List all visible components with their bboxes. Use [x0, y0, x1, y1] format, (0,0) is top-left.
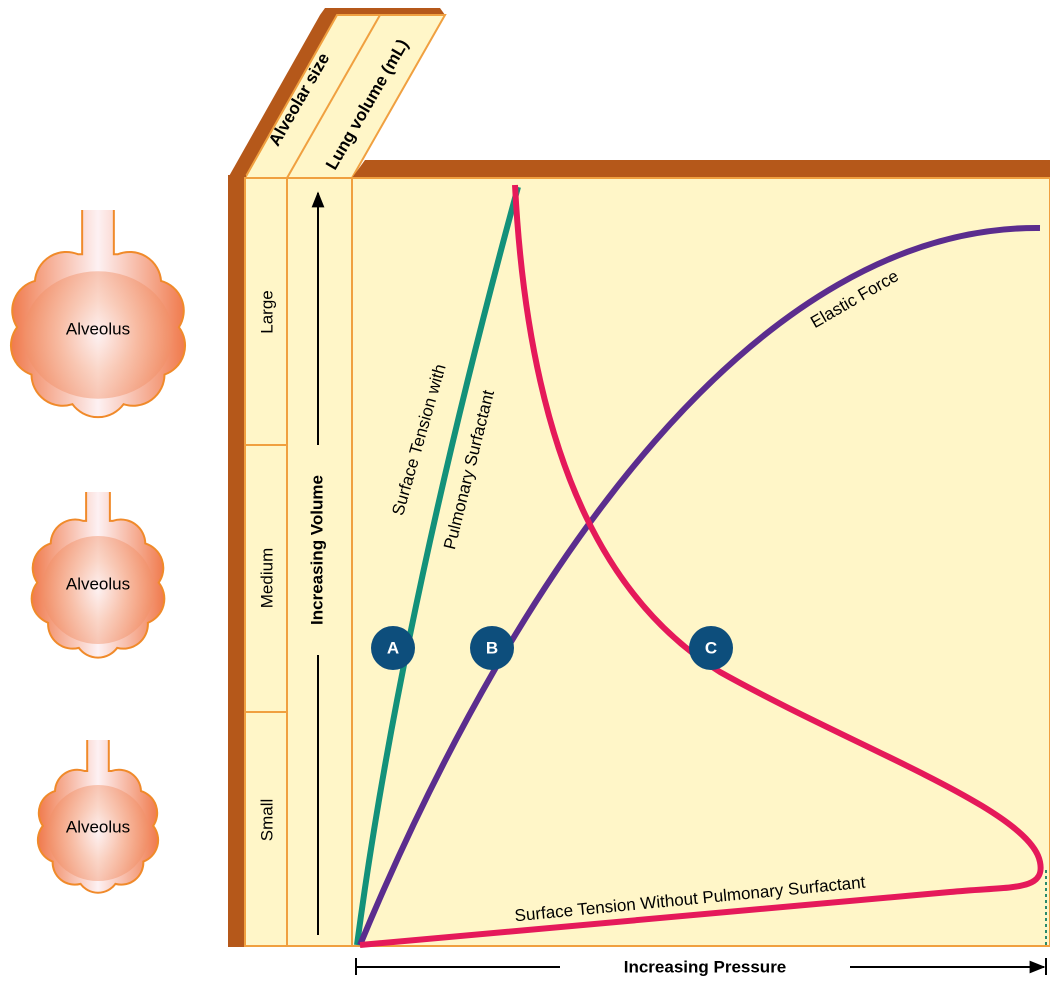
curve-elastic — [357, 224, 1041, 947]
y-axis-label: Increasing Volume — [307, 475, 326, 625]
point-marker: A — [371, 626, 415, 670]
point-marker: C — [689, 626, 733, 670]
alveoli: Alveolus Alveolus Alveolus — [10, 210, 186, 894]
board-edge — [228, 15, 337, 178]
board-edge — [320, 8, 445, 15]
header-divider — [286, 14, 381, 179]
point-label: A — [387, 638, 399, 657]
size-label: Small — [257, 799, 276, 842]
board-edge — [228, 175, 246, 947]
size-label: Large — [257, 290, 276, 333]
alveolus-label: Alveolus — [66, 574, 130, 593]
size-label: Medium — [257, 548, 276, 608]
x-axis-label: Increasing Pressure — [624, 957, 787, 976]
point-label: B — [486, 638, 498, 657]
alveolus-shade — [23, 271, 173, 399]
alveolus-label: Alveolus — [66, 817, 130, 836]
alveolus-label: Alveolus — [66, 319, 130, 338]
point-label: C — [705, 638, 717, 657]
board — [244, 177, 1050, 947]
alveolus-shade — [47, 785, 149, 881]
point-marker: B — [470, 626, 514, 670]
board-edge — [352, 160, 1050, 180]
alveolus-shade — [41, 536, 155, 644]
curve-with-surfactant — [354, 186, 521, 946]
curve-without-surfactant — [359, 184, 1044, 948]
